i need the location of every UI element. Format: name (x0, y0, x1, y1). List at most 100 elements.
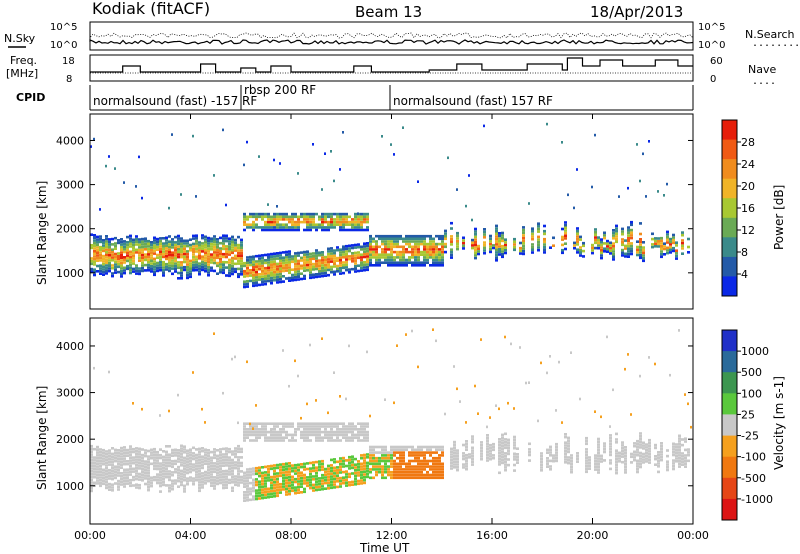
heatmap-cell (384, 468, 387, 471)
heatmap-cell (540, 361, 542, 365)
heatmap-cell (285, 473, 288, 477)
heatmap-cell (438, 448, 441, 452)
heatmap-cell (135, 486, 138, 489)
heatmap-cell (315, 273, 318, 276)
heatmap-cell (306, 212, 309, 216)
heatmap-cell (630, 247, 633, 250)
heatmap-cell (246, 264, 249, 267)
heatmap-cell (354, 471, 357, 475)
heatmap-cell (135, 235, 138, 238)
heatmap-cell (615, 237, 618, 241)
heatmap-cell (171, 473, 174, 477)
heatmap-cell (345, 268, 348, 272)
heatmap-cell (297, 374, 299, 378)
heatmap-cell (321, 479, 324, 483)
heatmap-cell (318, 215, 321, 219)
heatmap-cell (330, 472, 333, 476)
heatmap-cell (336, 246, 339, 249)
heatmap-cell (432, 240, 435, 243)
heatmap-cell (675, 249, 678, 252)
heatmap-cell (657, 242, 660, 246)
heatmap-cell (93, 459, 96, 462)
heatmap-cell (117, 252, 120, 255)
heatmap-cell (465, 467, 468, 471)
heatmap-cell (537, 246, 540, 249)
heatmap-cell (465, 421, 467, 424)
heatmap-cell (294, 491, 297, 495)
heatmap-cell (399, 261, 402, 264)
heatmap-cell (315, 460, 318, 464)
heatmap-cell (417, 237, 420, 241)
heatmap-cell (210, 470, 213, 473)
heatmap-cell (192, 255, 195, 259)
heatmap-cell (162, 268, 165, 272)
heatmap-cell (600, 246, 603, 249)
heatmap-cell (249, 498, 252, 502)
heatmap-cell (426, 250, 429, 254)
heatmap-cell (603, 234, 606, 237)
heatmap-cell (222, 237, 225, 240)
heatmap-cell (165, 239, 168, 242)
heatmap-cell (129, 253, 132, 256)
heatmap-cell (177, 247, 180, 251)
heatmap-cell (384, 234, 387, 238)
heatmap-cell (396, 468, 399, 471)
heatmap-cell (261, 215, 264, 219)
heatmap-cell (555, 456, 558, 460)
heatmap-cell (543, 232, 546, 236)
heatmap-cell (366, 268, 369, 272)
heatmap-cell (642, 256, 645, 260)
heatmap-cell (123, 476, 126, 480)
heatmap-cell (504, 466, 507, 469)
heatmap-cell (306, 425, 309, 428)
heatmap-cell (642, 254, 645, 257)
heatmap-cell (156, 267, 159, 270)
heatmap-cell (198, 461, 201, 465)
heatmap-cell (126, 471, 129, 474)
heatmap-cell (336, 259, 339, 262)
heatmap-cell (291, 467, 294, 470)
heatmap-cell (252, 470, 255, 473)
heatmap-cell (408, 459, 411, 463)
heatmap-cell (339, 261, 342, 265)
heatmap-cell (678, 434, 681, 438)
heatmap-cell (135, 251, 138, 254)
heatmap-cell (279, 463, 282, 466)
heatmap-cell (210, 467, 213, 471)
heatmap-cell (237, 272, 240, 276)
heatmap-cell (429, 451, 432, 454)
heatmap-cell (93, 241, 96, 245)
heatmap-cell (681, 244, 684, 248)
heatmap-cell (312, 433, 315, 437)
heatmap-cell (267, 473, 270, 477)
heatmap-cell (234, 483, 237, 487)
heatmap-cell (318, 477, 321, 480)
heatmap-cell (615, 229, 618, 233)
heatmap-cell (357, 245, 360, 249)
heatmap-cell (108, 468, 111, 472)
heatmap-cell (336, 430, 339, 434)
heatmap-cell (369, 456, 372, 460)
heatmap-cell (504, 241, 507, 244)
heatmap-cell (249, 481, 252, 485)
heatmap-cell (639, 446, 642, 449)
heatmap-cell (309, 265, 312, 269)
heatmap-cell (312, 464, 315, 467)
heatmap-cell (315, 257, 318, 260)
heatmap-cell (480, 457, 483, 461)
heatmap-cell (375, 248, 378, 251)
heatmap-cell (288, 220, 291, 224)
heatmap-cell (195, 266, 198, 269)
heatmap-cell (93, 461, 96, 465)
heatmap-cell (453, 463, 456, 466)
heatmap-cell (363, 459, 366, 462)
heatmap-cell (399, 258, 402, 262)
heatmap-cell (135, 461, 138, 464)
heatmap-cell (111, 463, 114, 467)
heatmap-cell (516, 455, 519, 459)
heatmap-cell (354, 223, 357, 226)
heatmap-cell (237, 484, 240, 487)
heatmap-cell (99, 269, 102, 273)
heatmap-cell (501, 231, 504, 235)
heatmap-cell (420, 462, 423, 466)
